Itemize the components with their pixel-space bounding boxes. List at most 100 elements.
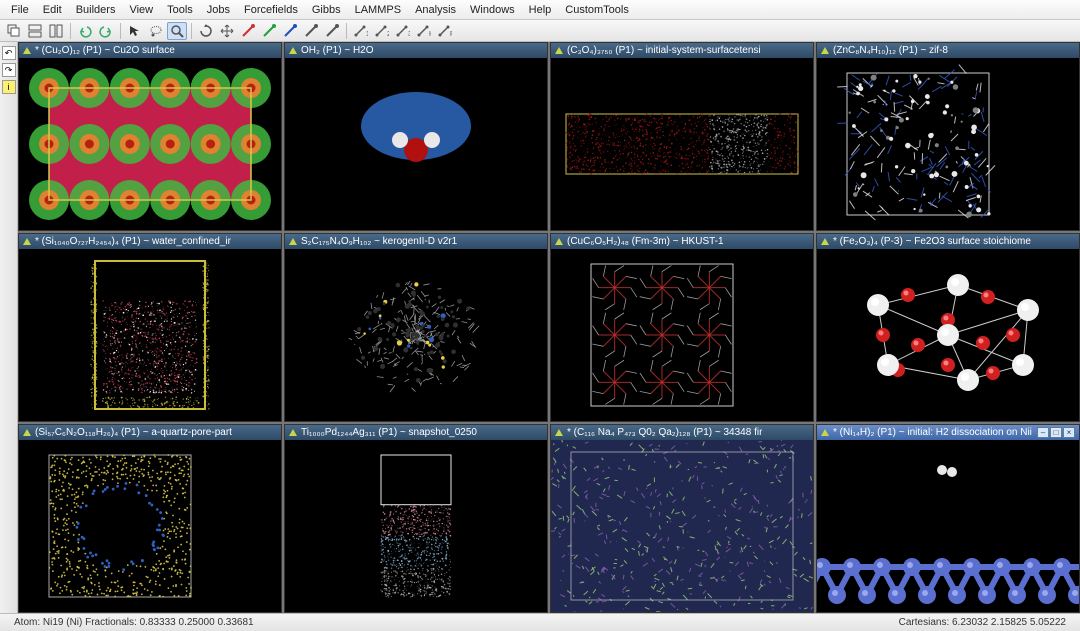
tool-bondR[interactable]: R [435,22,455,40]
pane-kerogen[interactable]: S₂C₁₇₅N₄O₉H₁₀₂ ~ kerogenII-D v2r1 [284,233,548,422]
pane-ni[interactable]: * (Ni₁₄H)₂ (P1) ~ initial: H2 dissociati… [816,424,1080,613]
app-tri-icon [289,238,297,245]
pane-titlebar[interactable]: * (Si₁₀₄₀O₇₂₇H₂₄₅₄)₄ (P1) ~ water_confin… [19,234,281,249]
pane-title-text: * (Si₁₀₄₀O₇₂₇H₂₄₅₄)₄ (P1) ~ water_confin… [35,236,231,247]
pane-snapshot[interactable]: Ti₁₀₀₀Pd₁₂₄₄Ag₃₁₁ (P1) ~ snapshot_0250 [284,424,548,613]
menu-customtools[interactable]: CustomTools [558,3,636,17]
pane-viewport[interactable] [19,58,281,230]
pane-viewport[interactable] [551,249,813,421]
pane-viewport[interactable] [285,58,547,230]
pane-viewport[interactable] [19,440,281,612]
pane-hkust[interactable]: (CuC₆O₅H₂)₄₈ (Fm-3m) ~ HKUST-1 [550,233,814,422]
menu-help[interactable]: Help [522,3,559,17]
menu-analysis[interactable]: Analysis [408,3,463,17]
tool-pan[interactable] [217,22,237,40]
tool-bondH[interactable]: H [414,22,434,40]
bond3-icon: 3 [396,24,410,38]
menu-tools[interactable]: Tools [160,3,200,17]
tool-bond2[interactable]: 2 [372,22,392,40]
tool-bond3[interactable]: 3 [393,22,413,40]
info-icon[interactable]: i [2,80,16,94]
menu-gibbs[interactable]: Gibbs [305,3,348,17]
pane-title-text: * (Ni₁₄H)₂ (P1) ~ initial: H2 dissociati… [833,427,1032,438]
tool-cascade[interactable] [4,22,24,40]
maximize-button[interactable]: □ [1050,427,1062,438]
tool-tile-h[interactable] [25,22,45,40]
tool-undo[interactable] [75,22,95,40]
redo-icon[interactable]: ↷ [2,63,16,77]
pane-titlebar[interactable]: * (Cu₂O)₁₂ (P1) ~ Cu2O surface [19,43,281,58]
rot-icon [199,24,213,38]
pane-titlebar[interactable]: * (Ni₁₄H)₂ (P1) ~ initial: H2 dissociati… [817,425,1079,440]
undo-icon[interactable]: ↶ [2,46,16,60]
tool-axis-b[interactable] [322,22,342,40]
pane-zif8[interactable]: (ZnC₈N₄H₁₀)₁₂ (P1) ~ zif-8 [816,42,1080,231]
pane-viewport[interactable] [817,58,1079,230]
pane-surfacetension[interactable]: (C₃O₄)₃₇₅₀ (P1) ~ initial-system-surface… [550,42,814,231]
pane-waterconfined[interactable]: * (Si₁₀₄₀O₇₂₇H₂₄₅₄)₄ (P1) ~ water_confin… [18,233,282,422]
pane-titlebar[interactable]: OH₂ (P1) ~ H2O [285,43,547,58]
pane-viewport[interactable] [19,249,281,421]
pane-titlebar[interactable]: * (Fe₂O₃)₄ (P-3) ~ Fe2O3 surface stoichi… [817,234,1079,249]
menu-windows[interactable]: Windows [463,3,522,17]
tool-rot[interactable] [196,22,216,40]
tool-select[interactable] [125,22,145,40]
pane-viewport[interactable] [551,58,813,230]
bond1-icon: 1 [354,24,368,38]
select-icon [128,24,142,38]
pane-titlebar[interactable]: (C₃O₄)₃₇₅₀ (P1) ~ initial-system-surface… [551,43,813,58]
pane-titlebar[interactable]: (ZnC₈N₄H₁₀)₁₂ (P1) ~ zif-8 [817,43,1079,58]
tool-redo[interactable] [96,22,116,40]
tool-axis-x[interactable] [238,22,258,40]
status-bar: Atom: Ni19 (Ni) Fractionals: 0.83333 0.2… [0,613,1080,631]
tool-axis-y[interactable] [259,22,279,40]
pane-viewport[interactable] [551,440,813,612]
axis-b-icon [325,24,339,38]
pane-viewport[interactable] [285,249,547,421]
menu-file[interactable]: File [4,3,36,17]
pane-h2o[interactable]: OH₂ (P1) ~ H2O [284,42,548,231]
tool-zoom[interactable] [167,22,187,40]
tool-axis-a[interactable] [301,22,321,40]
pane-titlebar[interactable]: (Si₅₇C₆N₂O₁₁₈H₂₆)₄ (P1) ~ a-quartz-pore-… [19,425,281,440]
app-tri-icon [821,238,829,245]
pane-viewport[interactable] [285,440,547,612]
app-tri-icon [555,47,563,54]
pane-title-text: * (C₁₁₆ Na₄ P₄₇₃ Q0₂ Qa₂)₁₂₈ (P1) ~ 3434… [567,427,762,438]
pane-titlebar[interactable]: Ti₁₀₀₀Pd₁₂₄₄Ag₃₁₁ (P1) ~ snapshot_0250 [285,425,547,440]
menu-view[interactable]: View [122,3,160,17]
pane-viewport[interactable] [817,440,1079,612]
pane-cu2o[interactable]: * (Cu₂O)₁₂ (P1) ~ Cu2O surface [18,42,282,231]
zoom-icon [170,24,184,38]
bond2-icon: 2 [375,24,389,38]
tool-axis-z[interactable] [280,22,300,40]
tool-tile-v[interactable] [46,22,66,40]
svg-text:3: 3 [408,31,410,38]
pane-titlebar[interactable]: (CuC₆O₅H₂)₄₈ (Fm-3m) ~ HKUST-1 [551,234,813,249]
pane-quartzpore[interactable]: (Si₅₇C₆N₂O₁₁₈H₂₆)₄ (P1) ~ a-quartz-pore-… [18,424,282,613]
menu-bar: FileEditBuildersViewToolsJobsForcefields… [0,0,1080,20]
pan-icon [220,24,234,38]
menu-builders[interactable]: Builders [69,3,123,17]
pane-fir[interactable]: * (C₁₁₆ Na₄ P₄₇₃ Q0₂ Qa₂)₁₂₈ (P1) ~ 3434… [550,424,814,613]
minimize-button[interactable]: – [1037,427,1049,438]
pane-titlebar[interactable]: S₂C₁₇₅N₄O₉H₁₀₂ ~ kerogenII-D v2r1 [285,234,547,249]
svg-text:2: 2 [387,31,389,38]
menu-lammps[interactable]: LAMMPS [348,3,408,17]
app-tri-icon [23,238,31,245]
close-button[interactable]: × [1063,427,1075,438]
pane-fe2o3[interactable]: * (Fe₂O₃)₄ (P-3) ~ Fe2O3 surface stoichi… [816,233,1080,422]
menu-edit[interactable]: Edit [36,3,69,17]
pane-viewport[interactable] [817,249,1079,421]
app-tri-icon [821,429,829,436]
pane-title-text: * (Fe₂O₃)₄ (P-3) ~ Fe2O3 surface stoichi… [833,236,1031,247]
tool-lasso[interactable] [146,22,166,40]
menu-forcefields[interactable]: Forcefields [237,3,305,17]
tile-v-icon [49,24,63,38]
document-grid: * (Cu₂O)₁₂ (P1) ~ Cu2O surface OH₂ (P1) ~… [18,42,1080,613]
app-tri-icon [289,47,297,54]
tool-bond1[interactable]: 1 [351,22,371,40]
app-tri-icon [821,47,829,54]
pane-titlebar[interactable]: * (C₁₁₆ Na₄ P₄₇₃ Q0₂ Qa₂)₁₂₈ (P1) ~ 3434… [551,425,813,440]
menu-jobs[interactable]: Jobs [200,3,237,17]
